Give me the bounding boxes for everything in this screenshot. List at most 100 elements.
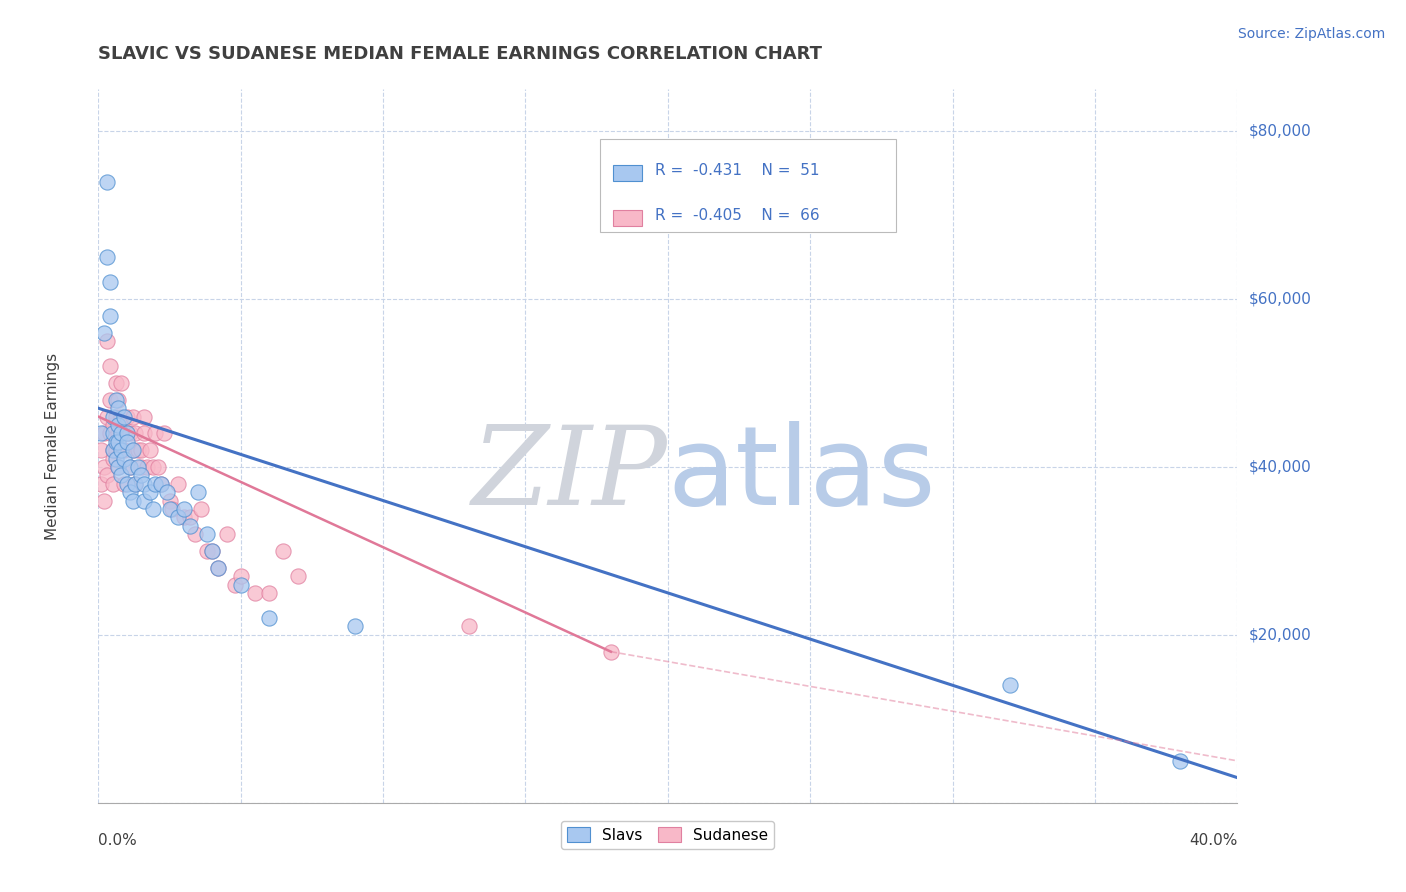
- Point: [104, 409, 127, 424]
- Point: [138, 485, 160, 500]
- Point: [207, 560, 229, 574]
- Legend: Slavs, Sudanese: Slavs, Sudanese: [561, 821, 775, 848]
- Point: [93, 493, 115, 508]
- Point: [118, 485, 141, 500]
- Point: [101, 417, 124, 432]
- Point: [167, 476, 190, 491]
- Point: [229, 577, 252, 591]
- Point: [90, 426, 112, 441]
- Text: Median Female Earnings: Median Female Earnings: [45, 352, 60, 540]
- Point: [162, 502, 184, 516]
- Point: [96, 250, 118, 264]
- Point: [259, 586, 281, 600]
- Point: [96, 409, 118, 424]
- Point: [121, 493, 143, 508]
- Point: [132, 409, 155, 424]
- Point: [179, 518, 201, 533]
- Point: [93, 426, 115, 441]
- Point: [107, 392, 129, 407]
- Point: [273, 544, 295, 558]
- Point: [101, 409, 124, 424]
- Point: [145, 426, 167, 441]
- Point: [98, 309, 121, 323]
- Point: [110, 468, 132, 483]
- Point: [96, 334, 118, 348]
- Text: $80,000: $80,000: [1249, 124, 1312, 138]
- Point: [600, 645, 623, 659]
- Point: [104, 434, 127, 449]
- Text: Source: ZipAtlas.com: Source: ZipAtlas.com: [1237, 27, 1385, 41]
- Text: $60,000: $60,000: [1249, 292, 1312, 307]
- Point: [195, 527, 218, 541]
- Text: atlas: atlas: [668, 421, 936, 528]
- Point: [101, 426, 124, 441]
- Point: [127, 460, 149, 475]
- Point: [112, 409, 135, 424]
- Point: [112, 443, 135, 458]
- Point: [107, 401, 129, 416]
- Point: [112, 476, 135, 491]
- Point: [141, 460, 163, 475]
- Point: [457, 619, 479, 633]
- Point: [101, 451, 124, 466]
- Point: [107, 426, 129, 441]
- Point: [167, 510, 190, 524]
- Point: [110, 409, 132, 424]
- Point: [145, 476, 167, 491]
- Point: [187, 485, 209, 500]
- Text: SLAVIC VS SUDANESE MEDIAN FEMALE EARNINGS CORRELATION CHART: SLAVIC VS SUDANESE MEDIAN FEMALE EARNING…: [98, 45, 823, 62]
- Point: [343, 619, 366, 633]
- Point: [98, 392, 121, 407]
- Point: [98, 275, 121, 289]
- Point: [90, 443, 112, 458]
- Point: [107, 460, 129, 475]
- Point: [101, 443, 124, 458]
- Point: [112, 426, 135, 441]
- Point: [201, 544, 224, 558]
- Point: [115, 426, 138, 441]
- Point: [201, 544, 224, 558]
- Point: [141, 502, 163, 516]
- Point: [127, 443, 149, 458]
- Point: [104, 376, 127, 390]
- Point: [159, 493, 181, 508]
- Point: [173, 502, 195, 516]
- Text: $40,000: $40,000: [1249, 459, 1312, 475]
- Point: [243, 586, 266, 600]
- Point: [96, 468, 118, 483]
- Point: [179, 510, 201, 524]
- Point: [98, 359, 121, 374]
- Point: [104, 392, 127, 407]
- Point: [153, 426, 176, 441]
- Point: [129, 443, 152, 458]
- Point: [112, 451, 135, 466]
- Point: [998, 678, 1021, 692]
- Point: [98, 426, 121, 441]
- Point: [259, 611, 281, 625]
- Bar: [613, 165, 641, 181]
- Point: [184, 527, 207, 541]
- Point: [138, 443, 160, 458]
- Point: [135, 460, 157, 475]
- Bar: [613, 210, 641, 226]
- Point: [132, 476, 155, 491]
- Point: [121, 443, 143, 458]
- Point: [121, 443, 143, 458]
- Point: [124, 476, 146, 491]
- Point: [1170, 754, 1192, 768]
- Point: [118, 426, 141, 441]
- Point: [215, 527, 238, 541]
- Point: [190, 502, 212, 516]
- Point: [107, 417, 129, 432]
- Point: [110, 443, 132, 458]
- Text: R =  -0.405    N =  66: R = -0.405 N = 66: [655, 208, 820, 223]
- Point: [124, 476, 146, 491]
- Point: [129, 460, 152, 475]
- Text: R =  -0.431    N =  51: R = -0.431 N = 51: [655, 163, 820, 178]
- Text: $20,000: $20,000: [1249, 627, 1312, 642]
- Point: [115, 476, 138, 491]
- Point: [207, 560, 229, 574]
- Point: [229, 569, 252, 583]
- Point: [156, 485, 179, 500]
- Point: [107, 460, 129, 475]
